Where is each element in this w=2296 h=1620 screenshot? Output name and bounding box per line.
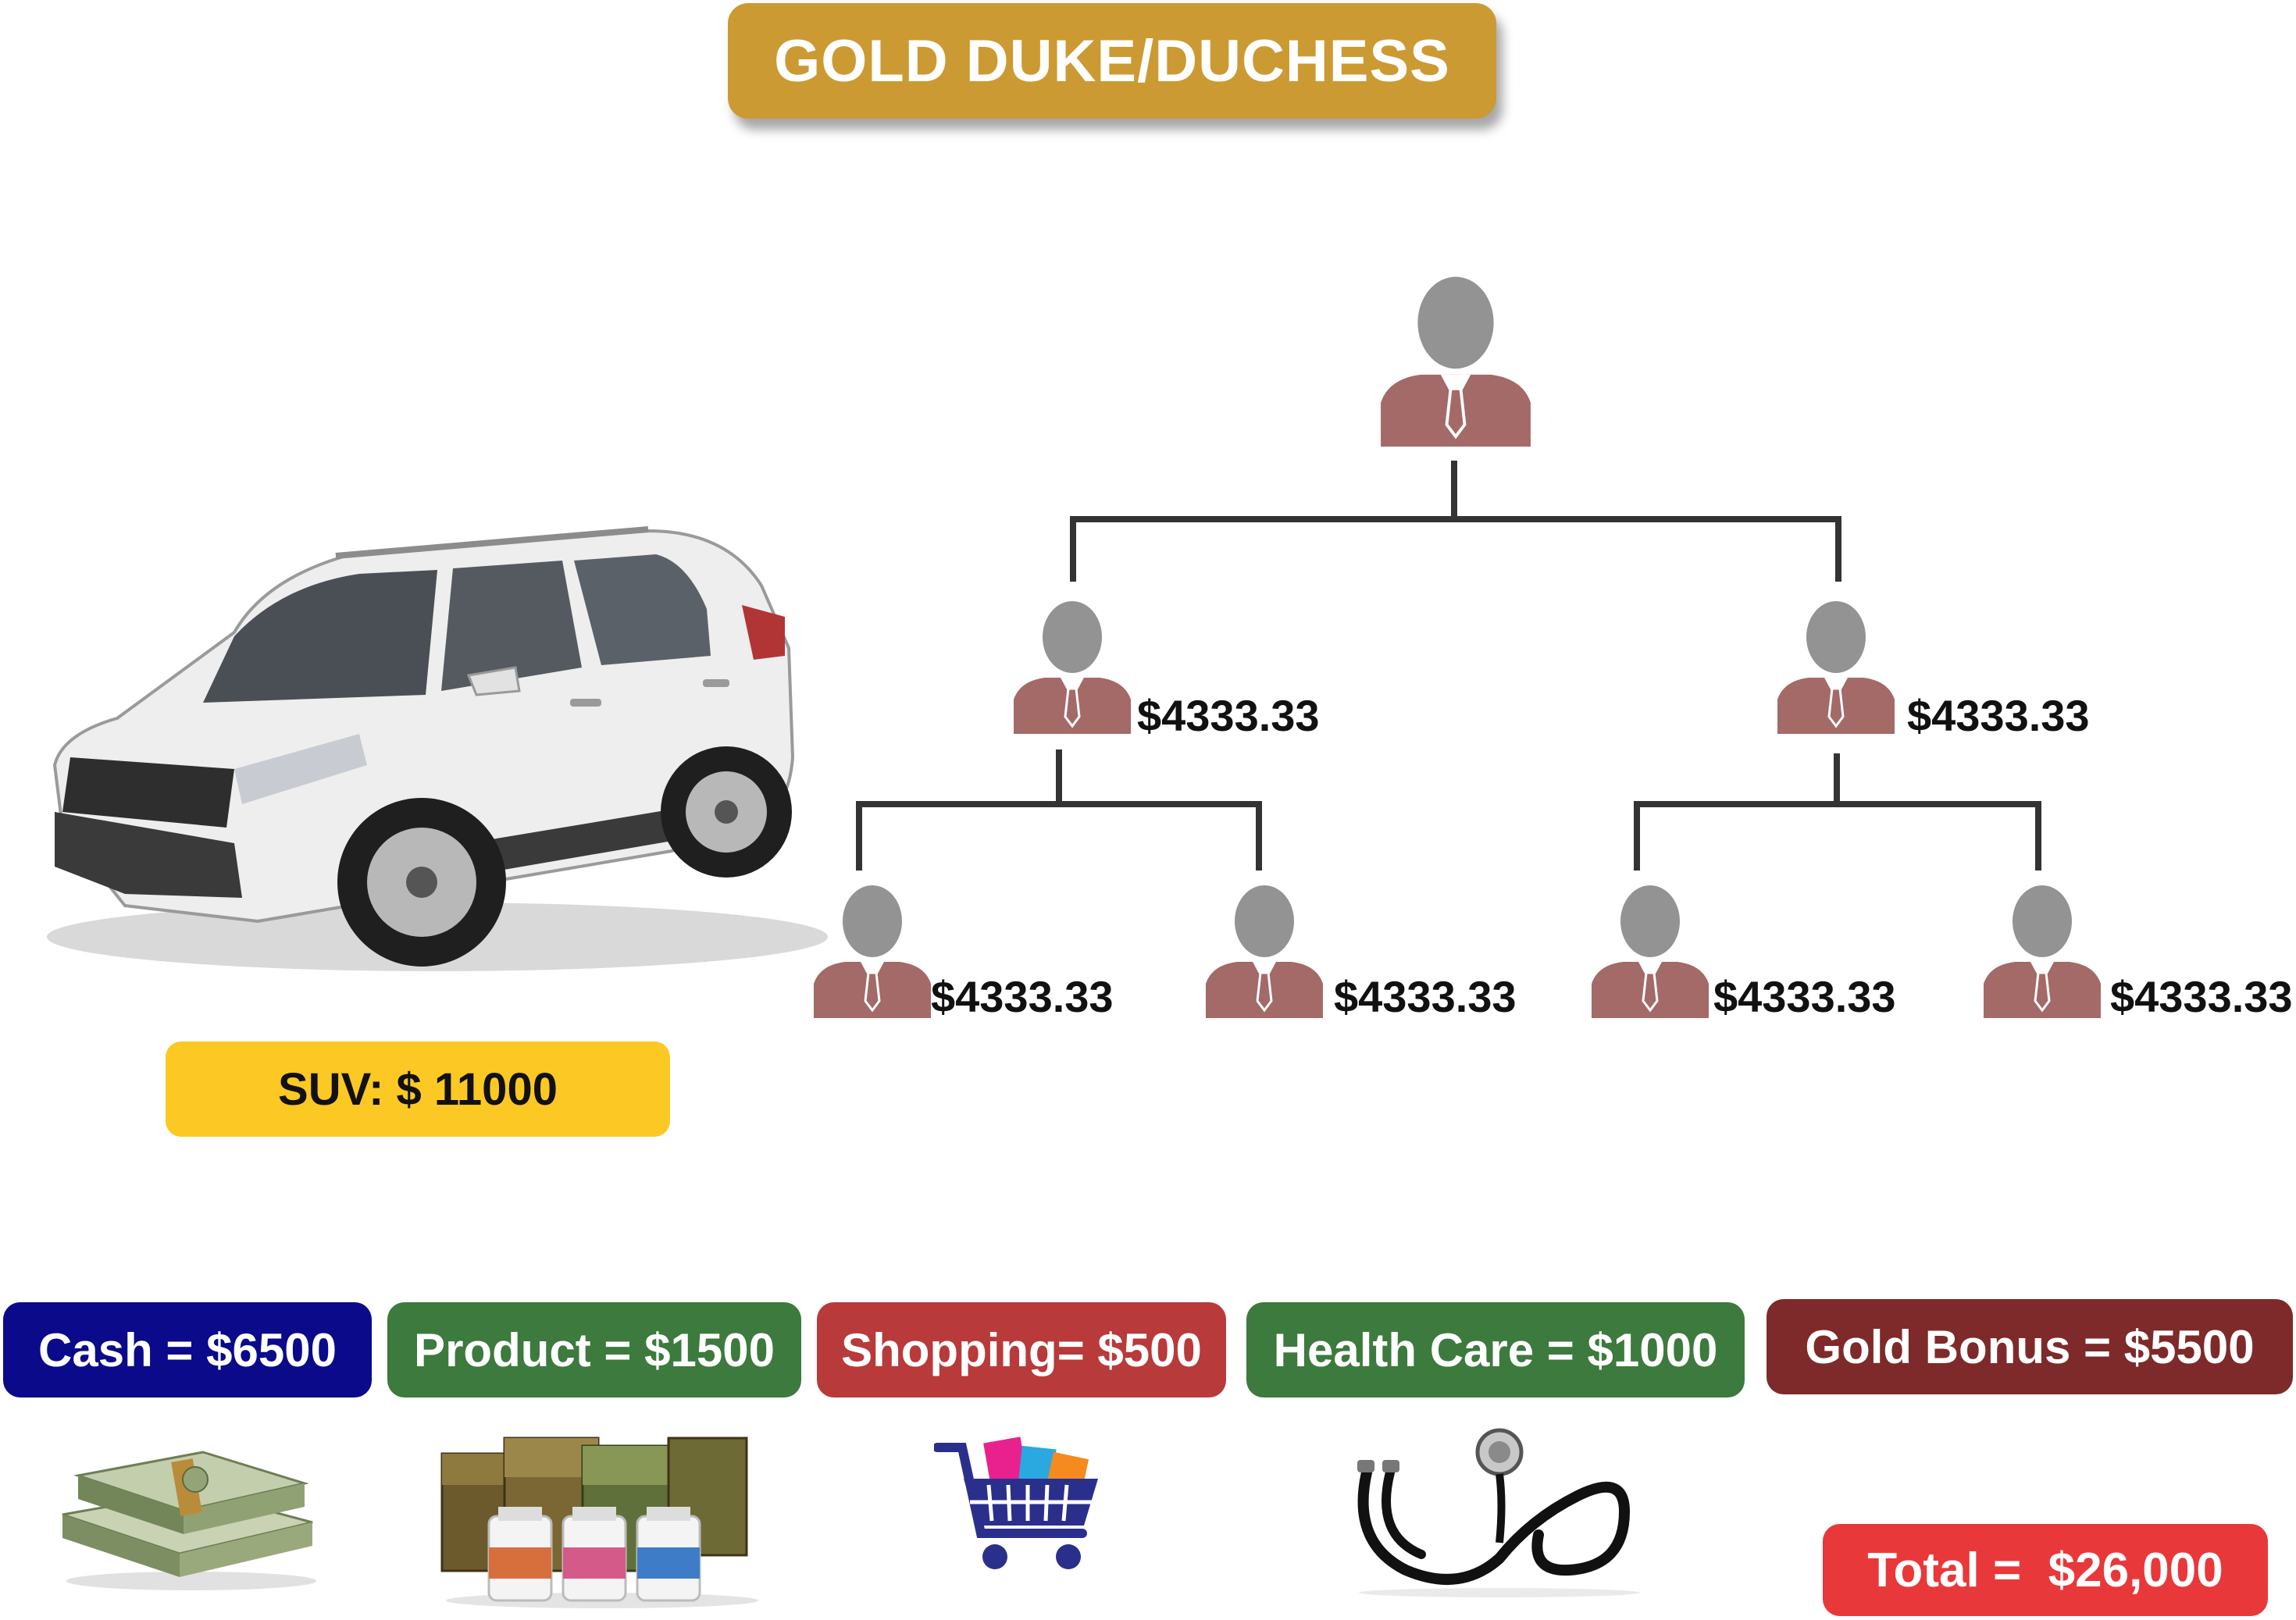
person-icon-l3-1 [814,885,931,1018]
reward-product: Product = $1500 [387,1302,801,1397]
reward-cash: Cash = $6500 [3,1302,372,1397]
shopping-cart-icon [934,1437,1098,1569]
suv-label: SUV: $ 11000 [278,1063,558,1115]
person-icon-l2-left [1014,601,1131,734]
suv-badge: SUV: $ 11000 [166,1041,670,1137]
amount-l2-left: $4333.33 [1137,691,1320,740]
cash-stack-icon [62,1451,316,1590]
person-icon-l2-right [1777,601,1895,734]
tree-connectors [856,461,2041,871]
suv-image [47,526,828,971]
total-badge: Total = $26,000 [1823,1524,2268,1616]
amount-l3-3: $4333.33 [1713,972,1896,1021]
person-icon-l3-2 [1206,885,1323,1018]
stethoscope-icon [1357,1428,1640,1597]
total-label: Total = $26,000 [1867,1543,2223,1597]
reward-health-care: Health Care = $1000 [1246,1302,1745,1397]
page-title: GOLD DUKE/DUCHESS [774,27,1450,94]
amount-l3-4: $4333.33 [2110,972,2293,1021]
reward-shopping-label: Shopping= $500 [841,1323,1202,1376]
amount-l3-2: $4333.33 [1334,972,1517,1021]
amount-l3-1: $4333.33 [931,972,1114,1021]
reward-cash-label: Cash = $6500 [38,1323,337,1376]
reward-gold-bonus: Gold Bonus = $5500 [1767,1299,2293,1394]
tea-products-icon [440,1437,758,1608]
reward-gold-bonus-label: Gold Bonus = $5500 [1805,1320,2255,1373]
person-icon-l3-3 [1592,885,1709,1018]
person-icon-l3-4 [1984,885,2101,1018]
reward-product-label: Product = $1500 [414,1323,775,1376]
title-banner: GOLD DUKE/DUCHESS [728,3,1496,119]
reward-health-care-label: Health Care = $1000 [1273,1323,1718,1376]
person-icon-top [1381,276,1531,447]
reward-shopping: Shopping= $500 [817,1302,1226,1397]
amount-l2-right: $4333.33 [1907,691,2090,740]
